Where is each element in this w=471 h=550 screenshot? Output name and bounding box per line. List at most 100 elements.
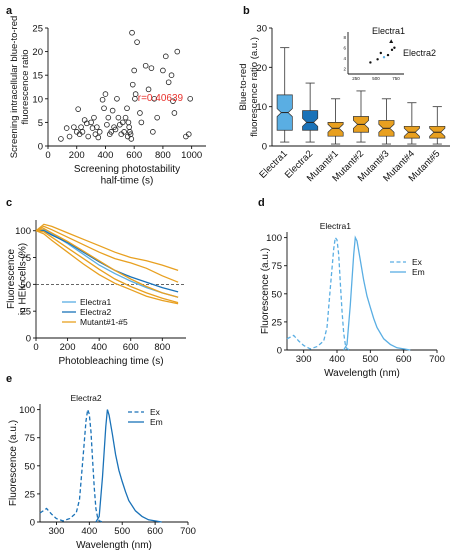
p-x-tick-label: 300 [49,526,65,537]
p-y-tick-label: 25 [271,317,282,328]
x-axis-label: Photobleaching time (s) [58,356,163,367]
legend-entry: Electra2 [80,307,111,317]
data-point [121,129,127,135]
panel-e-electra2-spectra: e 300 400 500 600 700 0 25 50 75 100 Wavelength (nm… [6,373,196,550]
data-point [101,105,107,112]
a-y-tick-label: 5 [38,118,43,129]
inset-y-tick-label: 2 [343,66,346,71]
p-x-tick-label: 400 [329,354,345,365]
data-point [165,79,172,86]
x-axis-label-line: half-time (s) [101,176,154,187]
data-point [132,96,138,102]
series-line [39,409,103,523]
data-point [63,125,70,131]
y-axis-label: Fluorescence (a.u.) [8,420,19,506]
p-x-tick-label: 200 [60,342,76,353]
inset-x-tick-label: 250 [352,76,360,81]
p-x-tick-label: 700 [429,354,445,365]
p-x-tick-label: 300 [296,354,312,365]
data-point [119,119,126,126]
inset-y-tick-label: 4 [343,56,346,61]
data-point [95,134,102,141]
data-point [75,106,81,112]
y-axis-label-line: Fluorescence [6,249,17,309]
series-line [95,409,162,523]
data-point [132,91,139,97]
y-axis-label: Fluorescence (a.u.) [260,248,271,334]
data-point [125,119,132,126]
a-y-tick-label: 10 [32,94,43,105]
data-point [91,114,97,121]
data-point [66,133,73,140]
p-y-tick-label: 75 [271,261,282,272]
panel-c-bleaching-curves: c 0 200 400 600 800 0 25 50 75 100 Photobleaching t… [6,197,186,367]
a-y-tick-label: 25 [32,24,43,35]
legend-entry: Electra1 [80,297,111,307]
data-point [112,126,119,133]
p-y-tick-label: 100 [19,405,35,416]
inset-label-electra2: Electra2 [403,48,436,58]
p-y-tick-label: 25 [20,307,31,318]
box-Mutant#1 [327,122,344,137]
p-x-tick-label: 500 [362,354,378,365]
x-axis-label: Screening photostability half-time (s) [74,164,180,187]
data-point [160,67,166,74]
p-y-tick-label: 50 [271,289,282,300]
y-axis-label-line: Fluorescence (a.u.) [260,248,271,334]
y-axis-label-line: Fluorescence (a.u.) [8,420,19,506]
spectrum-title: Electra1 [320,221,351,231]
y-axis-label-line: Screening intracellular blue-to-red [9,16,20,159]
p-x-tick-label: 400 [81,526,97,537]
p-y-tick-label: 50 [24,461,35,472]
inset-label-electra1: Electra1 [372,26,405,36]
p-y-tick-label: 0 [26,334,31,345]
y-axis-label: Screening intracellular blue-to-redfluor… [9,16,31,159]
inset-point [389,39,394,43]
data-point [108,129,114,135]
data-point [124,105,130,112]
series-line [35,223,179,272]
panel-d-electra1-spectra: d 300 400 500 600 700 0 25 50 75 100 Wavelength (nm… [258,197,445,379]
a-x-tick-label: 800 [155,150,171,161]
data-point [114,96,120,102]
data-point [162,53,169,60]
data-point [104,121,110,128]
inset-point [376,58,379,61]
data-point [129,29,135,36]
series-line [35,230,179,305]
a-x-tick-label: 400 [98,150,114,161]
data-point [109,107,116,114]
y-axis-label: Blue-to-redfluorescence ratio (a.u.) [238,37,260,137]
series-line [35,225,179,283]
inset-y-tick-label: 8 [343,35,346,40]
data-point [96,129,103,135]
legend-entry: Em [150,417,163,427]
p-x-tick-label: 700 [180,526,196,537]
p-x-tick-label: 500 [114,526,130,537]
data-point [168,72,175,78]
x-axis-label: Wavelength (nm) [324,368,400,379]
legend-entry: Ex [412,257,423,267]
data-point [170,98,176,104]
data-point [78,124,84,130]
a-x-tick-label: 0 [45,150,50,161]
b-y-tick-label: 20 [256,63,267,74]
series-line [343,235,411,351]
a-y-tick-label: 0 [38,142,43,153]
inset-point [382,56,386,59]
correlation-annotation: r=0.40639 [138,93,184,104]
p-y-tick-label: 100 [15,226,31,237]
panel-label: d [258,197,265,209]
data-point [122,114,129,121]
data-point [102,91,109,97]
panel-b-boxplot: b0102030Electra1Electra2Mutant#1Mutant#2… [238,5,450,184]
inset-point [390,48,394,52]
legend-entry: Ex [150,407,161,417]
inset-point [386,53,390,57]
data-point [151,96,158,102]
p-x-tick-label: 400 [91,342,107,353]
data-point [138,119,145,126]
data-point [105,114,112,121]
data-point [94,124,100,130]
data-point [79,129,86,135]
